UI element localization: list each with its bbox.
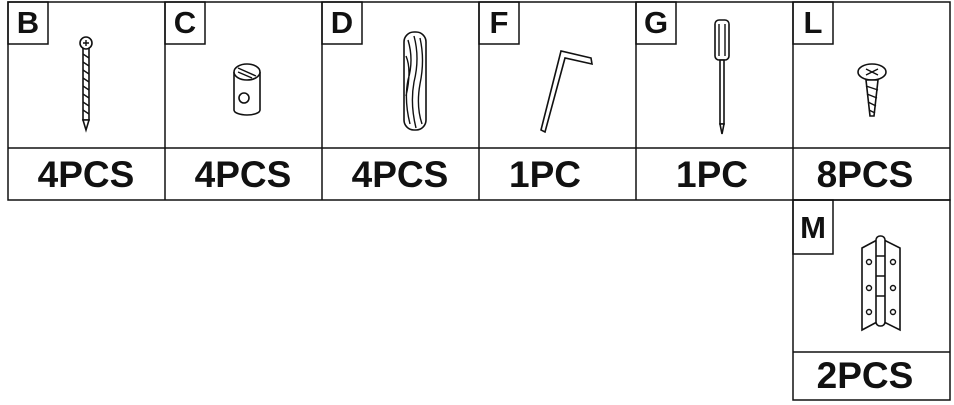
part-letter: F bbox=[490, 5, 509, 40]
letter-box bbox=[478, 1, 520, 45]
allen-key-icon bbox=[540, 50, 593, 134]
part-quantity: 1PC bbox=[509, 154, 581, 195]
part-quantity: 2PCS bbox=[817, 355, 914, 396]
part-letter: M bbox=[800, 210, 826, 245]
letter-box bbox=[7, 1, 49, 45]
barrel-nut-icon bbox=[233, 63, 261, 116]
part-letter: G bbox=[644, 5, 668, 40]
part-quantity: 4PCS bbox=[38, 154, 135, 195]
part-quantity: 1PC bbox=[676, 154, 748, 195]
m-frame bbox=[792, 199, 951, 401]
part-quantity: 4PCS bbox=[352, 154, 449, 195]
letter-box bbox=[321, 1, 363, 45]
small-screw-icon bbox=[857, 63, 887, 117]
letter-box bbox=[792, 199, 834, 255]
screw-icon bbox=[79, 36, 93, 133]
letter-box bbox=[792, 1, 834, 45]
part-letter: L bbox=[804, 5, 823, 40]
dowel-icon bbox=[403, 31, 427, 131]
part-letter: D bbox=[331, 5, 353, 40]
part-quantity: 4PCS bbox=[195, 154, 292, 195]
part-letter: B bbox=[17, 5, 39, 40]
grid bbox=[7, 1, 951, 401]
part-quantity: 8PCS bbox=[817, 154, 914, 195]
screwdriver-icon bbox=[714, 19, 730, 135]
hinge-icon bbox=[861, 235, 901, 332]
letter-box bbox=[635, 1, 677, 45]
letter-box bbox=[164, 1, 206, 45]
part-letter: C bbox=[174, 5, 196, 40]
